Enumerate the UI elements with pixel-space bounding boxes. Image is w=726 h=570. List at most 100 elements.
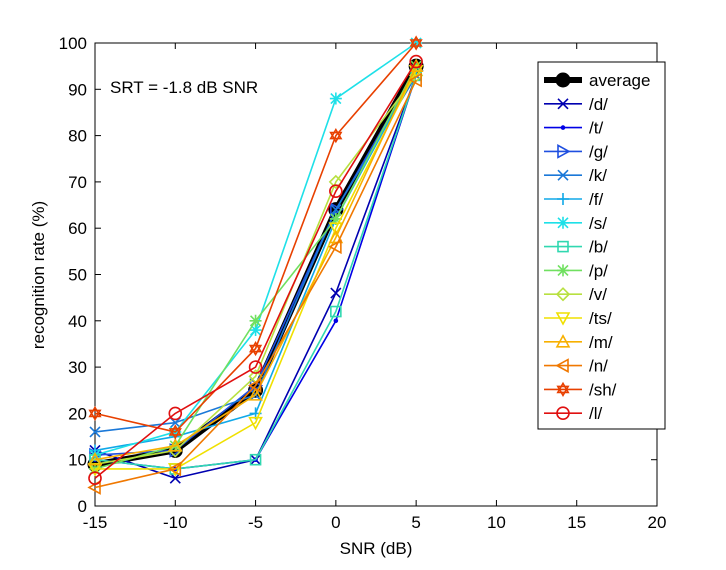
y-tick-label: 10 [68,451,87,470]
data-point-n [408,72,422,88]
legend-marker-v [555,287,571,302]
data-point-l [329,184,343,198]
y-tick-label: 0 [78,497,87,516]
legend-marker-s [557,216,569,229]
x-tick-label: 20 [648,513,667,532]
series-m [87,58,424,466]
data-point-p [249,314,262,327]
legend-marker-g [557,144,571,159]
x-tick-label: 15 [567,513,586,532]
series-layer [87,35,424,495]
legend-label-sh: /sh/ [589,380,617,399]
legend-marker-d [557,98,569,110]
data-point-ts [248,416,263,431]
x-tick-label: -5 [248,513,263,532]
legend-box [537,61,666,430]
series-l [88,54,423,486]
y-axis-title: recognition rate (%) [29,201,48,349]
legend-label-s: /s/ [589,214,607,233]
data-point-sh [248,340,263,353]
data-point-l [248,360,263,374]
axis-ticks: -15 -10 -5 0 5 10 15 20 0 10 20 30 40 50 60 70 80 90 100 [59,34,667,532]
data-point-v [328,174,343,190]
y-tick-label: 100 [59,34,87,53]
x-tick-label: 0 [331,513,340,532]
data-point-sh [88,409,102,421]
y-tick-label: 30 [68,358,87,377]
legend-label-n: /n/ [589,357,608,376]
legend-label-l: /l/ [589,404,603,423]
data-point-sh [409,35,423,47]
data-point-l [88,471,102,486]
y-tick-label: 70 [68,173,87,192]
y-tick-label: 90 [68,80,87,99]
x-axis-title: SNR (dB) [340,539,413,558]
legend-marker-average [555,72,571,88]
data-point-l [409,54,423,69]
data-point-sh [329,131,343,144]
srt-annotation: SRT = -1.8 dB SNR [110,78,258,97]
legend-marker-b [557,240,569,253]
y-tick-label: 40 [68,312,87,331]
data-point-s [249,324,262,337]
data-point-s [410,37,423,49]
series-ts [87,64,424,477]
y-tick-label: 60 [68,219,87,238]
y-tick-label: 50 [68,266,87,285]
data-point-b [330,305,342,318]
data-point-d [330,287,342,299]
data-point-t [333,318,339,324]
data-point-sh [248,344,263,357]
data-point-m [248,387,263,401]
data-point-sh [168,428,182,440]
data-point-p [329,212,342,225]
series-line-ts [95,70,417,470]
data-point-sh [88,405,102,418]
y-tick-label: 80 [68,127,87,146]
data-point-n [328,239,342,255]
x-tick-label: 5 [411,513,420,532]
data-point-ts [328,222,344,236]
data-point-sh [329,128,343,140]
legend-label-average: average [589,71,650,90]
x-tick-label: 10 [487,513,506,532]
legend-marker-m [555,334,571,348]
data-point-n [167,461,182,477]
legend-marker-l [556,406,570,421]
series-n [87,72,422,495]
series-line-l [94,61,417,479]
data-point-l [168,406,183,421]
data-point-s [329,92,342,105]
legend-marker-t [560,125,566,130]
legend-marker-k [557,169,569,181]
legend-marker-n [555,358,569,373]
legend-marker-sh [556,381,570,394]
data-point-k [89,426,101,438]
series-sh [88,35,423,440]
legend-label-k: /k/ [589,166,607,185]
data-point-n [247,378,262,393]
legend-label-g: /g/ [589,142,608,161]
legend-marker-sh [556,385,570,397]
data-point-m [328,229,344,244]
y-tick-label: 20 [68,404,87,423]
series-line-m [94,65,417,461]
data-point-sh [409,39,423,51]
series-line-sh [94,42,417,433]
legend-label-v: /v/ [589,285,607,304]
legend: average/d/ /t/ /g/ /k/ /f/ /s/ /b/ /p/ /v/ /ts/ /m… [537,61,666,430]
data-point-sh [168,424,182,436]
legend-marker-p [557,264,569,277]
legend-marker-f [557,193,569,205]
series-line-v [94,74,417,466]
data-point-g [330,202,344,218]
legend-label-p: /p/ [589,261,608,280]
data-point-m [87,452,103,466]
legend-label-f: /f/ [589,190,603,209]
legend-marker-ts [555,312,571,326]
legend-label-b: /b/ [589,238,608,257]
series-line-b [94,75,417,470]
data-point-b [249,453,262,466]
legend-label-ts: /ts/ [589,309,612,328]
